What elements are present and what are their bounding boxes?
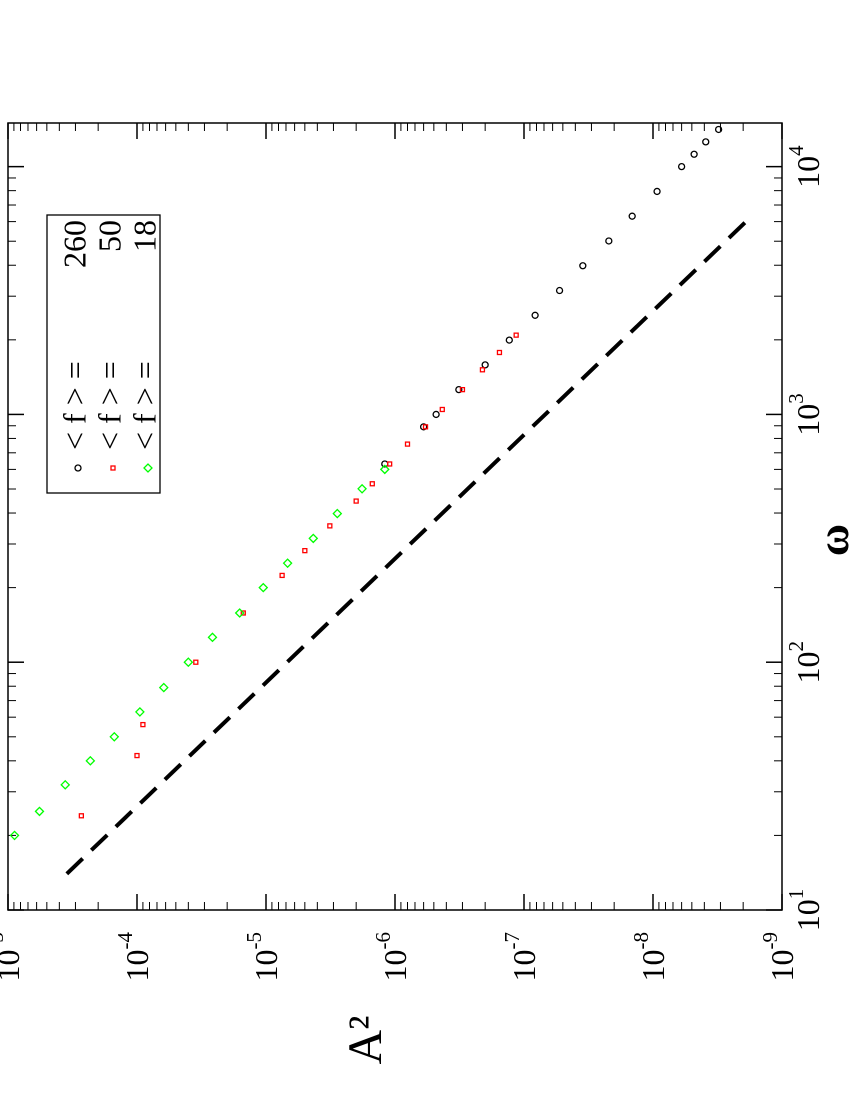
point	[332, 508, 343, 519]
point	[531, 311, 539, 319]
point	[134, 707, 145, 717]
point	[690, 150, 698, 158]
legend-label: < f > =	[56, 361, 92, 450]
point	[308, 533, 319, 544]
point	[207, 632, 218, 643]
tick-base: 10	[790, 651, 826, 683]
rotated-plot: ω A² 10110210310410-910-810-710-610-510-…	[0, 122, 850, 1065]
legend-value: 260	[56, 220, 92, 268]
tick-exponent: -8	[629, 932, 653, 950]
tick-label: 103	[784, 393, 827, 436]
point	[455, 385, 463, 394]
point	[353, 498, 359, 504]
point	[282, 558, 293, 569]
tick-label: 10-5	[242, 932, 285, 982]
point	[479, 367, 486, 373]
legend-box	[46, 214, 161, 494]
point	[193, 659, 199, 665]
point	[404, 441, 411, 447]
fit-line	[65, 220, 748, 876]
tick-exponent: 3	[784, 393, 808, 404]
point	[422, 424, 429, 430]
legend-value: 18	[126, 220, 162, 252]
tick-exponent: 2	[784, 641, 808, 652]
point	[513, 332, 519, 338]
tick-base: 10	[0, 950, 26, 982]
tick-exponent: -4	[113, 932, 137, 950]
point	[496, 349, 503, 356]
tick-exponent: -3	[0, 932, 8, 950]
tick-label: 104	[784, 145, 827, 188]
tick-base: 10	[790, 899, 826, 931]
point	[140, 721, 146, 728]
point	[379, 464, 390, 475]
tick-base: 10	[790, 156, 826, 188]
tick-exponent: 1	[784, 889, 808, 900]
legend-marker	[74, 464, 82, 472]
tick-base: 10	[790, 404, 826, 436]
point	[327, 523, 333, 529]
point	[9, 830, 20, 841]
tick-label: 10-9	[758, 932, 801, 982]
point	[158, 682, 169, 693]
point	[628, 212, 636, 220]
tick-base: 10	[248, 950, 284, 982]
tick-label: 10-6	[371, 932, 414, 982]
tick-exponent: -5	[242, 932, 266, 950]
y-axis-label: A²	[339, 1015, 392, 1064]
x-axis-label: ω	[809, 524, 850, 556]
tick-base: 10	[764, 950, 800, 982]
point	[240, 610, 246, 616]
tick-label: 10-7	[500, 932, 543, 982]
tick-label: 10-3	[0, 932, 26, 982]
point	[653, 187, 661, 196]
point	[134, 752, 140, 759]
tick-base: 10	[635, 950, 671, 982]
tick-exponent: -9	[758, 932, 782, 950]
point	[555, 286, 564, 295]
legend-label: < f > =	[91, 361, 127, 450]
tick-base: 10	[377, 950, 413, 982]
point	[605, 237, 613, 245]
tick-base: 10	[119, 950, 155, 982]
point	[279, 572, 285, 579]
point	[357, 483, 367, 494]
point	[258, 582, 269, 593]
point	[702, 138, 710, 146]
point	[78, 813, 85, 819]
point	[183, 657, 194, 668]
point	[85, 755, 96, 766]
legend-label: < f > =	[126, 361, 162, 450]
point	[369, 481, 375, 487]
point	[419, 423, 428, 431]
legend-marker	[143, 463, 153, 473]
point	[60, 779, 71, 790]
tick-label: 10-4	[113, 932, 156, 982]
tick-exponent: 4	[784, 145, 808, 156]
point	[481, 361, 489, 369]
point	[505, 336, 513, 344]
point	[432, 410, 440, 419]
tick-base: 10	[506, 950, 542, 982]
point	[677, 162, 686, 171]
point	[34, 806, 45, 817]
point	[234, 608, 245, 618]
point	[109, 731, 120, 742]
point	[387, 461, 393, 467]
tick-label: 10-8	[629, 932, 672, 982]
tick-exponent: -7	[500, 932, 524, 950]
tick-label: 102	[784, 641, 827, 684]
point	[714, 125, 723, 134]
legend-marker	[110, 465, 116, 471]
tick-label: 101	[784, 889, 827, 932]
point	[439, 406, 445, 413]
point	[302, 547, 308, 554]
tick-exponent: -6	[371, 932, 395, 950]
legend-value: 50	[91, 220, 127, 252]
point	[459, 386, 466, 393]
point	[579, 262, 587, 270]
